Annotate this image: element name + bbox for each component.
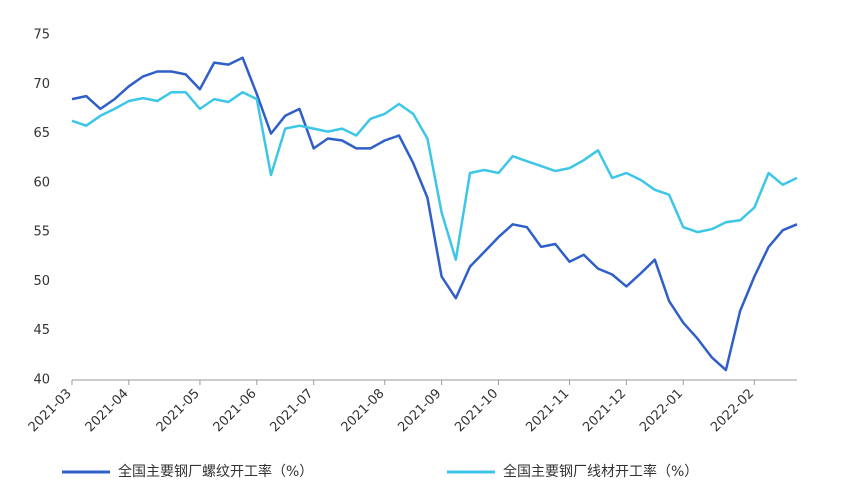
y-tick-label: 65 (33, 126, 50, 141)
y-tick-label: 50 (33, 274, 50, 289)
x-tick-label: 2021-12 (580, 386, 629, 435)
x-tick-label: 2021-05 (154, 386, 203, 435)
y-tick-label: 40 (33, 373, 50, 388)
x-tick-label: 2021-08 (339, 386, 388, 435)
y-tick-label: 55 (33, 225, 50, 240)
legend: 全国主要钢厂螺纹开工率（%） 全国主要钢厂线材开工率（%） (62, 463, 698, 480)
x-tick-label: 2022-02 (708, 386, 757, 435)
y-tick-label: 45 (33, 323, 50, 338)
x-tick-label: 2021-03 (26, 386, 75, 435)
x-tick-label: 2021-09 (395, 386, 444, 435)
series-line (71, 90, 798, 261)
y-tick-label: 60 (33, 175, 50, 190)
y-tick-label: 75 (33, 28, 50, 43)
x-tick-label: 2021-11 (523, 386, 572, 435)
y-tick-label: 70 (33, 77, 50, 92)
x-tick-label: 2021-10 (452, 386, 501, 435)
x-tick-label: 2021-06 (211, 386, 260, 435)
legend-label: 全国主要钢厂螺纹开工率（%） (118, 463, 313, 480)
x-tick-label: 2021-04 (83, 386, 132, 435)
legend-label: 全国主要钢厂线材开工率（%） (503, 463, 698, 480)
x-tick-label: 2022-01 (637, 386, 686, 435)
series-line (71, 56, 798, 372)
x-tick-label: 2021-07 (267, 386, 316, 435)
